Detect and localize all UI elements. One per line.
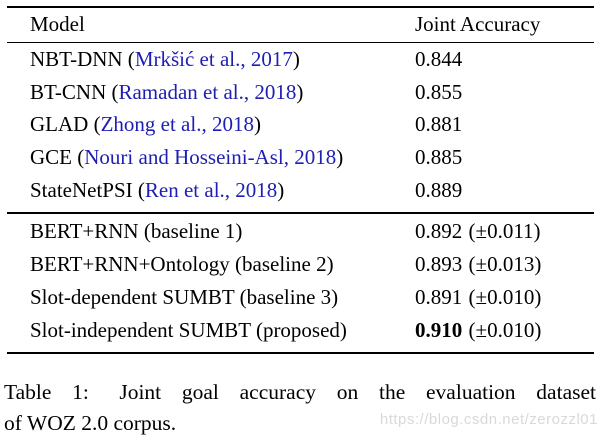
model-cell: Slot-independent SUMBT (proposed) <box>30 318 347 342</box>
watermark: https://blog.csdn.net/zerozzl01 <box>379 411 598 428</box>
table-row: GLAD (Zhong et al., 2018) 0.881 <box>7 108 594 141</box>
accuracy-cell: 0.885 <box>415 145 594 170</box>
model-name: StateNetPSI ( <box>30 177 145 202</box>
citation-link[interactable]: Zhong et al., 2018 <box>100 112 254 137</box>
table-row: NBT-DNN (Mrkšić et al., 2017) 0.844 <box>7 43 594 76</box>
model-cell: BT-CNN (Ramadan et al., 2018) <box>7 80 415 105</box>
accuracy-value: 0.881 <box>415 112 463 137</box>
accuracy-uncertainty: (±0.011) <box>468 219 541 243</box>
accuracy-cell: 0.891 (±0.010) <box>415 285 594 310</box>
model-cell: BERT+RNN+Ontology (baseline 2) <box>30 252 334 276</box>
accuracy-uncertainty: (±0.010) <box>468 318 542 342</box>
accuracy-value: 0.891 <box>415 285 463 309</box>
citation-link[interactable]: Mrkšić et al., 2017 <box>134 46 293 71</box>
accuracy-value: 0.889 <box>415 177 463 202</box>
caption-line1: Table 1: Joint goal accuracy on the eval… <box>4 377 596 408</box>
model-suffix: ) <box>296 79 304 104</box>
model-name: BT-CNN ( <box>30 79 119 104</box>
model-suffix: ) <box>253 112 261 137</box>
model-cell: StateNetPSI (Ren et al., 2018) <box>7 178 415 203</box>
mid-rule <box>7 212 594 214</box>
accuracy-value: 0.885 <box>415 144 463 169</box>
accuracy-uncertainty: (±0.013) <box>468 252 542 276</box>
accuracy-cell: 0.889 <box>415 178 594 203</box>
table-row: BT-CNN (Ramadan et al., 2018) 0.855 <box>7 76 594 109</box>
header-model: Model <box>30 12 85 36</box>
model-name: GLAD ( <box>30 112 101 137</box>
table-bottom-rule <box>7 352 594 354</box>
model-cell: BERT+RNN (baseline 1) <box>30 219 243 243</box>
accuracy-value: 0.844 <box>415 46 463 71</box>
accuracy-cell: 0.881 <box>415 112 594 137</box>
table-caption: Table 1: Joint goal accuracy on the eval… <box>4 377 596 439</box>
table-row: GCE (Nouri and Hosseini-Asl, 2018) 0.885 <box>7 141 594 174</box>
accuracy-cell: 0.893 (±0.013) <box>415 252 594 277</box>
table-header-row: Model Joint Accuracy <box>7 8 594 41</box>
accuracy-cell: 0.855 <box>415 80 594 105</box>
accuracy-cell: 0.910 (±0.010) <box>415 318 594 343</box>
model-name: GCE ( <box>30 144 85 169</box>
accuracy-value: 0.910 <box>415 318 463 342</box>
model-cell: GLAD (Zhong et al., 2018) <box>7 112 415 137</box>
caption-label: Table 1: <box>4 380 89 404</box>
model-cell: Slot-dependent SUMBT (baseline 3) <box>30 285 339 309</box>
caption-line2: of WOZ 2.0 corpus. <box>4 411 177 435</box>
table-row: BERT+RNN (baseline 1) 0.892 (±0.011) <box>7 215 594 248</box>
citation-link[interactable]: Ramadan et al., 2018 <box>118 79 297 104</box>
citation-link[interactable]: Ren et al., 2018 <box>144 177 278 202</box>
header-rule <box>7 42 594 43</box>
caption-text: Joint goal accuracy on the evaluation da… <box>119 380 596 404</box>
model-suffix: ) <box>336 144 344 169</box>
table-top-rule <box>7 6 594 8</box>
citation-link[interactable]: Nouri and Hosseini-Asl, 2018 <box>84 144 337 169</box>
accuracy-value: 0.893 <box>415 252 463 276</box>
accuracy-cell: 0.844 <box>415 47 594 72</box>
accuracy-cell: 0.892 (±0.011) <box>415 219 594 244</box>
table-group-published: NBT-DNN (Mrkšić et al., 2017) 0.844 BT-C… <box>7 43 594 206</box>
model-name: NBT-DNN ( <box>30 46 135 71</box>
table-row: BERT+RNN+Ontology (baseline 2) 0.893 (±0.… <box>7 248 594 281</box>
table-row: Slot-dependent SUMBT (baseline 3) 0.891(… <box>7 281 594 314</box>
model-cell: NBT-DNN (Mrkšić et al., 2017) <box>7 47 415 72</box>
table-row: Slot-independent SUMBT (proposed) 0.910(… <box>7 314 594 347</box>
model-suffix: ) <box>292 46 300 71</box>
table-row: StateNetPSI (Ren et al., 2018) 0.889 <box>7 174 594 207</box>
header-accuracy: Joint Accuracy <box>415 12 541 36</box>
model-cell: GCE (Nouri and Hosseini-Asl, 2018) <box>7 145 415 170</box>
table-group-baselines: BERT+RNN (baseline 1) 0.892 (±0.011) BERT… <box>7 215 594 347</box>
accuracy-value: 0.892 <box>415 219 463 243</box>
model-suffix: ) <box>277 177 285 202</box>
accuracy-value: 0.855 <box>415 79 463 104</box>
accuracy-uncertainty: (±0.010) <box>468 285 542 309</box>
